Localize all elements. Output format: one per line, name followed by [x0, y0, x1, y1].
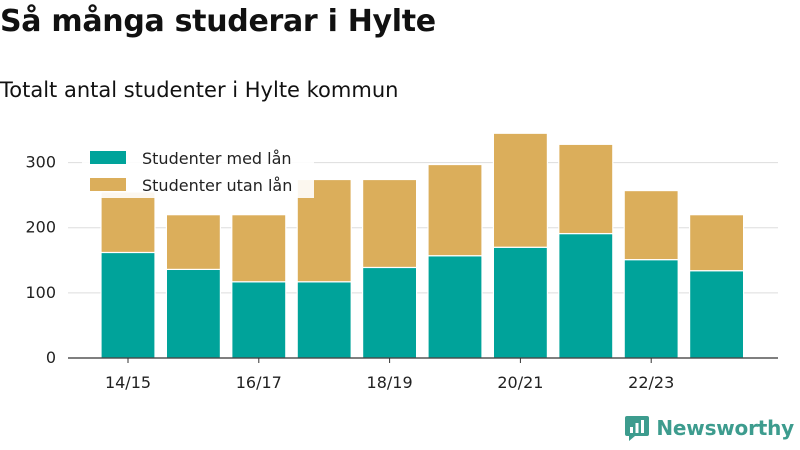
bar-segment-series-1 — [558, 143, 614, 235]
bar-segment-series-0 — [231, 281, 287, 359]
brand-name: Newsworthy — [656, 416, 794, 440]
bar-segment-series-0 — [492, 246, 548, 359]
bar-segment-series-0 — [623, 259, 679, 359]
bar-segment-series-1 — [688, 214, 745, 272]
bar-segment-series-0 — [296, 281, 352, 359]
bar-segment-series-0 — [100, 251, 156, 359]
newsworthy-bar-chart-logo-icon — [625, 416, 650, 441]
bar-segment-series-0 — [558, 232, 614, 359]
x-tick-label: 20/21 — [497, 373, 543, 392]
legend-swatch — [90, 151, 126, 164]
bar-segment-series-1 — [231, 214, 287, 283]
legend: Studenter med lån Studenter utan lån — [82, 146, 314, 198]
x-tick-label: 16/17 — [236, 373, 282, 392]
y-tick-label: 100 — [25, 283, 56, 302]
legend-label: Studenter med lån — [142, 149, 292, 168]
axes: 0 100 200 300 14/15 16/17 18/19 20/21 22/23 — [25, 153, 778, 392]
bar-segment-series-0 — [165, 268, 221, 359]
legend-label: Studenter utan lån — [142, 176, 292, 195]
chart-title: Så många studerar i Hylte — [0, 4, 436, 39]
x-tick-label: 22/23 — [628, 373, 674, 392]
bar-segment-series-1 — [427, 163, 483, 257]
y-tick-label: 200 — [25, 218, 56, 237]
bar-segment-series-0 — [427, 255, 483, 359]
legend-swatch — [90, 178, 126, 191]
chart-subtitle: Totalt antal studenter i Hylte kommun — [0, 78, 399, 102]
newsworthy-logo: Newsworthy — [624, 414, 794, 442]
x-tick-label: 14/15 — [105, 373, 151, 392]
y-tick-label: 300 — [25, 153, 56, 172]
bar-segment-series-1 — [492, 132, 548, 248]
x-tick-label: 18/19 — [367, 373, 413, 392]
bar-segment-series-1 — [362, 178, 418, 269]
bar-segment-series-1 — [623, 189, 679, 261]
y-tick-label: 0 — [46, 348, 56, 367]
bar-segment-series-1 — [100, 191, 156, 254]
bar-segment-series-1 — [165, 214, 221, 271]
bars — [100, 132, 745, 359]
bar-segment-series-0 — [688, 270, 745, 359]
bar-segment-series-0 — [362, 266, 418, 359]
